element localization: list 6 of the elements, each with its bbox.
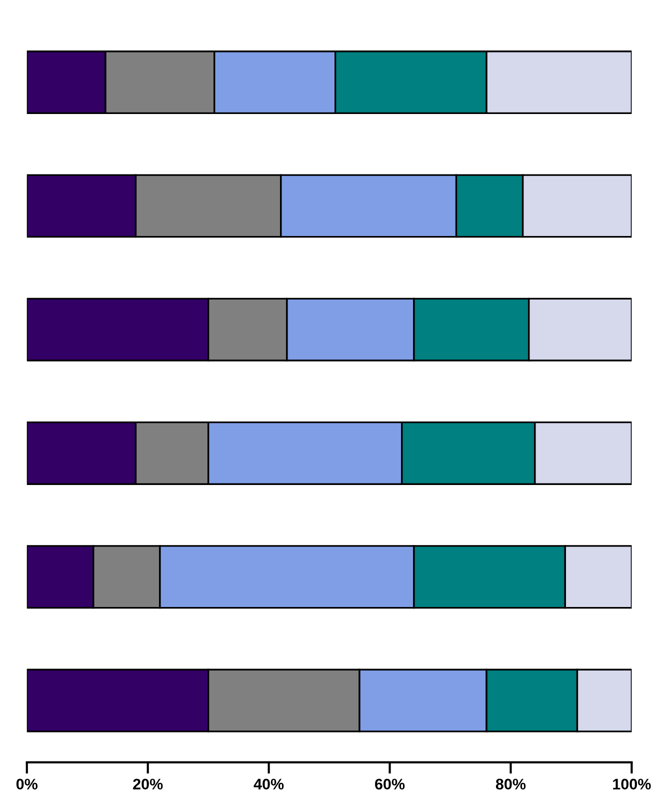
x-tick-label: 60% bbox=[375, 778, 405, 790]
x-tick-label: 40% bbox=[254, 778, 284, 790]
x-tick-label: 100% bbox=[613, 778, 651, 790]
x-tick-label: 0% bbox=[16, 778, 38, 790]
x-tick-label: 20% bbox=[133, 778, 163, 790]
x-tick-label: 80% bbox=[496, 778, 526, 790]
